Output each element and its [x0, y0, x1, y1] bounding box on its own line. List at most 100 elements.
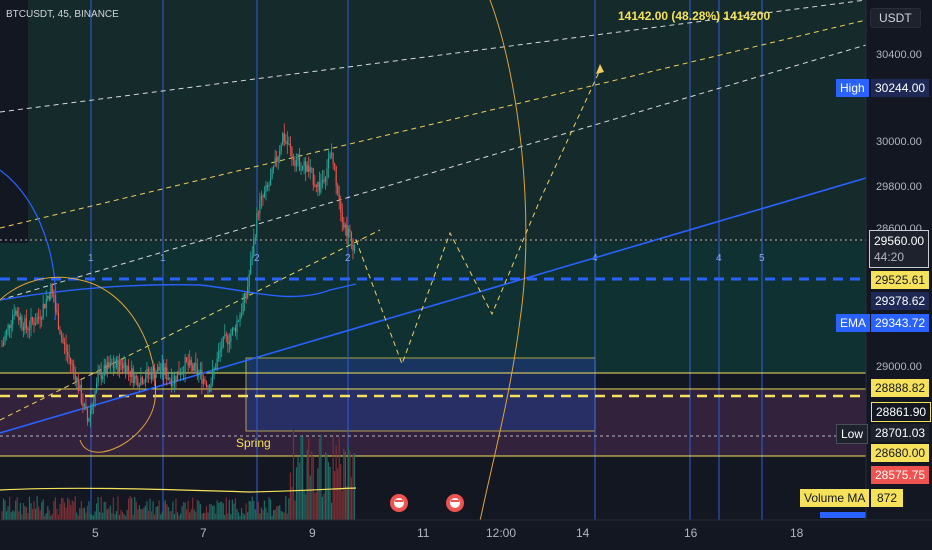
- volume-bar: [184, 502, 186, 520]
- candle-body: [308, 165, 310, 172]
- volume-bar: [1, 511, 3, 520]
- symbol-header[interactable]: BTCUSDT, 45, BINANCE: [6, 9, 119, 20]
- candle-body: [96, 382, 98, 392]
- volume-bar: [105, 501, 107, 520]
- blue-trendline[interactable]: [0, 177, 867, 434]
- candle-body: [112, 364, 114, 369]
- candle-body: [167, 378, 169, 380]
- currency-label[interactable]: USDT: [870, 8, 921, 28]
- candle-body: [28, 328, 31, 330]
- candle-body: [68, 354, 70, 359]
- svg-text:12:00: 12:00: [486, 526, 516, 540]
- candle-body: [340, 200, 342, 213]
- volume-ma-line: [0, 487, 357, 493]
- svg-text:16: 16: [684, 526, 698, 540]
- projection-path[interactable]: [355, 69, 601, 366]
- us-flag-event-icon[interactable]: [446, 494, 464, 512]
- volume-bar: [306, 450, 308, 520]
- volume-bar: [80, 501, 82, 520]
- volume-bar: [301, 436, 304, 520]
- candle-body: [176, 371, 179, 382]
- volume-bar: [338, 437, 340, 520]
- candle-body: [271, 168, 273, 179]
- candle-body: [57, 312, 60, 330]
- candle-body: [31, 317, 34, 322]
- volume-bar: [190, 509, 192, 520]
- candle-body: [22, 326, 24, 331]
- volume-bar: [86, 505, 89, 520]
- candle-body: [105, 364, 107, 374]
- candle-body: [135, 375, 137, 379]
- volume-bar: [282, 511, 284, 520]
- volume-bar: [179, 513, 182, 520]
- candle-body: [262, 195, 264, 198]
- volume-bar: [330, 502, 333, 520]
- demand-box[interactable]: [245, 357, 596, 432]
- volume-bar: [89, 513, 92, 520]
- volume-bar: [347, 446, 349, 520]
- volume-bar: [134, 497, 136, 520]
- volume-bar: [295, 467, 298, 520]
- candle-body: [70, 358, 72, 364]
- volume-bar: [42, 499, 44, 520]
- volume-bar: [312, 456, 314, 520]
- volume-bar: [262, 510, 264, 520]
- candle-body: [160, 370, 162, 372]
- candle-body: [198, 372, 200, 375]
- time-axis-bg: [0, 520, 932, 550]
- volume-bar: [155, 506, 157, 520]
- volume-bar: [259, 513, 261, 520]
- candle-body: [143, 382, 145, 384]
- candle-body: [323, 179, 325, 182]
- candle-body: [77, 377, 79, 391]
- candle-body: [334, 163, 336, 167]
- volume-bar: [99, 511, 101, 520]
- volume-bar: [294, 500, 296, 520]
- volume-bar: [170, 511, 172, 520]
- volume-bar: [73, 501, 75, 520]
- volume-bar: [228, 499, 230, 520]
- candle-body: [329, 153, 331, 159]
- candle-body: [260, 195, 262, 201]
- volume-bar: [149, 498, 151, 520]
- candle-body: [263, 191, 266, 198]
- volume-bar: [106, 509, 108, 520]
- candle-body: [132, 368, 134, 384]
- volume-bar: [117, 496, 119, 520]
- candle-body: [157, 366, 159, 373]
- candle-body: [44, 303, 46, 309]
- candle-body: [301, 166, 304, 170]
- volume-bar: [131, 497, 133, 520]
- candle-body: [38, 317, 40, 319]
- candle-body: [89, 410, 92, 418]
- volume-bar: [253, 500, 255, 520]
- volume-bar: [4, 500, 6, 520]
- parallel-channel[interactable]: [0, 0, 867, 421]
- candle-body: [257, 213, 259, 215]
- volume-bar: [303, 490, 305, 520]
- volume-bar: [230, 514, 232, 520]
- volume-ma-value: 872: [871, 489, 904, 507]
- us-flag-event-icon[interactable]: [390, 494, 408, 512]
- fib-circle-small[interactable]: [0, 276, 157, 453]
- volume-bar: [263, 500, 266, 520]
- volume-bar: [9, 496, 11, 520]
- volume-bar: [314, 492, 316, 520]
- candle-body: [352, 239, 354, 251]
- volume-bar: [178, 515, 180, 520]
- volume-bar: [233, 503, 235, 520]
- fib-arc-large[interactable]: [475, 0, 527, 541]
- volume-bar: [50, 515, 52, 520]
- candle-body: [48, 295, 50, 299]
- candle-body: [315, 185, 317, 187]
- candle-body: [208, 385, 211, 392]
- svg-text:9: 9: [309, 526, 316, 540]
- volume-bar: [74, 496, 76, 520]
- candle-body: [187, 361, 189, 366]
- volume-bar: [308, 437, 310, 520]
- volume-bar: [160, 514, 162, 520]
- candle-body: [146, 368, 148, 379]
- volume-bar: [65, 507, 67, 520]
- candle-body: [242, 302, 244, 314]
